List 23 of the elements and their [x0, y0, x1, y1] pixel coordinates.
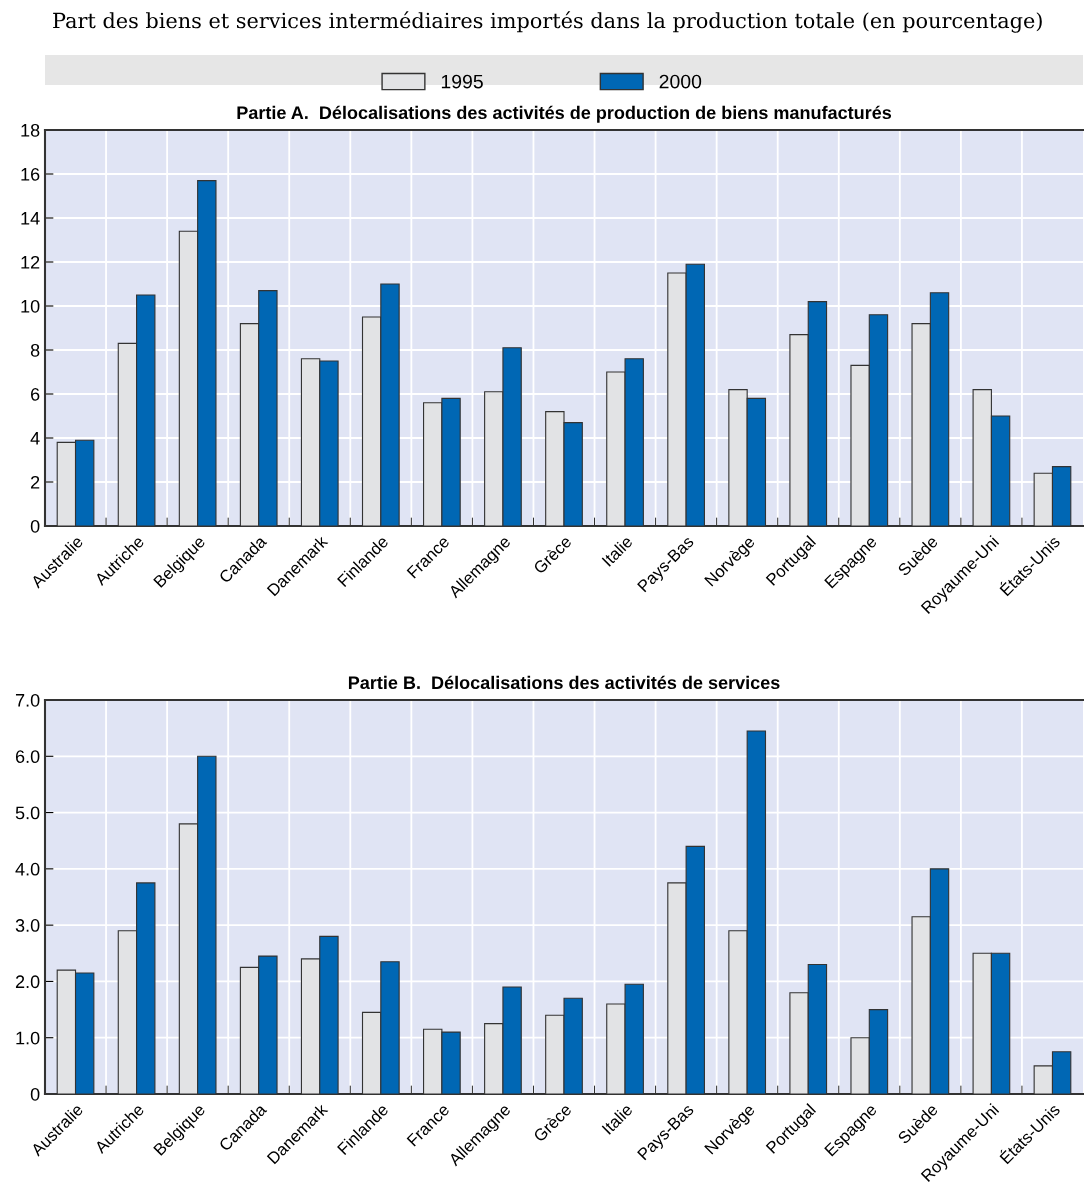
chart-title: Part des biens et services intermédiaires importés dans la production totale (en pourcentage)	[53, 11, 1042, 33]
legend-label: 2000	[659, 74, 702, 89]
y-tick-label: 0	[30, 1087, 40, 1101]
y-tick-label: 6	[31, 387, 40, 401]
y-tick-label: 5.0	[15, 806, 40, 820]
y-tick-label: 12	[21, 255, 40, 269]
y-tick-label: 14	[21, 212, 40, 225]
y-tick-label: 4.0	[15, 862, 40, 876]
legend-label: 1995	[441, 74, 483, 89]
y-tick-label: 4	[30, 432, 40, 445]
y-tick-label: 0	[30, 519, 40, 533]
y-tick-label: 3.0	[15, 919, 40, 932]
chart-title: Partie B. Délocalisations des activités de services	[348, 675, 780, 690]
y-tick-label: 16	[21, 167, 40, 181]
y-tick-label: 18	[21, 123, 40, 137]
y-tick-label: 6.0	[15, 750, 40, 764]
chart-subtitle: Partie A. Délocalisations des activités de production de biens manufacturés	[237, 105, 892, 123]
y-tick-label: 10	[21, 299, 40, 313]
y-tick-label: 7.0	[15, 693, 40, 707]
y-tick-label: 2.0	[15, 975, 40, 989]
y-tick-label: 8	[30, 343, 40, 357]
y-tick-label: 1.0	[16, 1031, 40, 1045]
y-tick-label: 2	[31, 475, 40, 489]
